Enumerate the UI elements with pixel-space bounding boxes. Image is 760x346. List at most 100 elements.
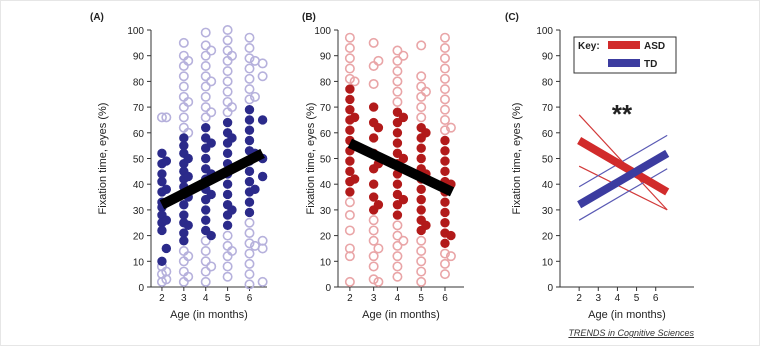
data-point xyxy=(345,84,355,94)
y-tick-label: 60 xyxy=(542,129,554,140)
data-point xyxy=(161,215,172,225)
y-tick-label: 10 xyxy=(133,257,145,268)
data-point-light xyxy=(420,86,431,97)
data-point-light xyxy=(222,66,233,77)
data-point-light xyxy=(392,220,403,231)
data-point-light xyxy=(373,55,384,66)
data-point-light xyxy=(183,271,194,282)
data-point xyxy=(398,153,409,164)
data-point-light xyxy=(439,53,450,64)
data-point xyxy=(227,205,237,215)
y-tick-label: 0 xyxy=(547,283,553,294)
data-point-light xyxy=(200,276,211,287)
data-point xyxy=(373,200,384,210)
data-point-light xyxy=(257,58,268,69)
data-point-light xyxy=(206,45,217,56)
data-point-light xyxy=(392,55,403,66)
data-point xyxy=(244,207,255,218)
y-tick-label: 50 xyxy=(320,155,332,166)
data-point-light xyxy=(368,215,379,226)
data-point xyxy=(227,133,237,143)
y-tick-label: 100 xyxy=(536,26,553,37)
data-point-light xyxy=(200,81,211,92)
data-point-light xyxy=(183,55,194,66)
data-point xyxy=(161,156,172,166)
data-point-light xyxy=(439,269,450,280)
y-tick-label: 50 xyxy=(133,155,145,166)
data-point-light xyxy=(368,251,379,262)
data-point-light xyxy=(439,125,450,136)
y-tick-label: 60 xyxy=(320,129,332,140)
data-point xyxy=(257,171,268,182)
data-point-light xyxy=(244,53,255,64)
x-tick-label: 2 xyxy=(347,293,353,304)
data-point-light xyxy=(200,40,211,51)
data-point-light xyxy=(392,96,403,107)
data-point xyxy=(440,207,450,218)
data-point xyxy=(183,153,193,164)
data-point-light xyxy=(344,63,355,74)
y-tick-label: 30 xyxy=(542,206,554,217)
data-point-light xyxy=(200,50,211,61)
asd-fit-line xyxy=(577,137,670,196)
data-point-light xyxy=(200,91,211,102)
data-point xyxy=(222,117,233,128)
y-tick-label: 20 xyxy=(133,232,145,243)
data-point-light xyxy=(200,112,211,123)
data-point-light xyxy=(244,269,255,280)
data-point-light xyxy=(222,35,233,46)
y-tick-label: 90 xyxy=(542,52,554,63)
y-axis-label: Fixation time, eyes (%) xyxy=(97,103,109,215)
data-point xyxy=(392,148,403,159)
data-point-light xyxy=(445,251,456,262)
data-point-light xyxy=(222,86,233,97)
data-point xyxy=(244,125,255,135)
data-point xyxy=(345,94,355,105)
data-point xyxy=(416,205,426,215)
data-point-light xyxy=(244,73,255,84)
data-point-light xyxy=(368,60,379,71)
data-point-light xyxy=(200,27,211,38)
data-point-light xyxy=(416,256,427,267)
data-point-light xyxy=(244,42,255,53)
data-point-light xyxy=(439,94,450,105)
data-point-light xyxy=(439,114,450,125)
data-point xyxy=(257,115,268,125)
data-point-light xyxy=(416,71,427,82)
x-tick-label: 6 xyxy=(653,293,659,304)
data-point xyxy=(179,236,189,246)
y-tick-label: 60 xyxy=(133,129,145,140)
data-point xyxy=(183,220,193,231)
x-tick-label: 3 xyxy=(371,293,377,304)
data-point xyxy=(421,128,431,138)
td-ci-upper xyxy=(578,134,668,188)
data-point xyxy=(392,200,403,210)
data-point-light xyxy=(373,243,384,254)
data-point xyxy=(206,189,216,200)
y-tick-label: 100 xyxy=(314,26,331,37)
data-point-light xyxy=(257,71,268,82)
y-tick-label: 40 xyxy=(133,180,145,191)
data-point-light xyxy=(416,102,427,113)
data-point xyxy=(244,104,255,115)
data-point-light xyxy=(392,251,403,262)
y-tick-label: 80 xyxy=(133,77,145,88)
data-point xyxy=(222,148,233,159)
data-point-light xyxy=(344,225,355,236)
data-point-light xyxy=(439,104,450,115)
data-point-light xyxy=(392,240,403,251)
data-point-light xyxy=(439,248,450,259)
y-tick-label: 0 xyxy=(325,283,331,294)
data-point-light xyxy=(156,112,167,123)
data-point-light xyxy=(222,76,233,87)
data-point-light xyxy=(368,261,379,272)
data-point-light xyxy=(349,76,360,87)
data-point-light xyxy=(416,246,427,257)
data-point-light xyxy=(200,60,211,71)
y-tick-label: 30 xyxy=(133,206,145,217)
y-tick-label: 70 xyxy=(320,103,332,114)
x-tick-label: 2 xyxy=(159,293,165,304)
data-point-light xyxy=(226,50,237,61)
data-point-light xyxy=(344,276,355,287)
data-point xyxy=(392,128,403,138)
